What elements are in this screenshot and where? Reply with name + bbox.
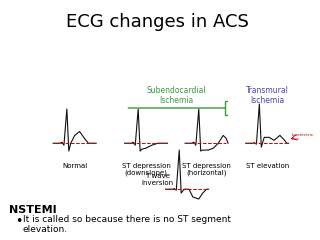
Text: It is called so because there is no ST segment
elevation.: It is called so because there is no ST s… [23,215,231,234]
Text: ST depression
(downslope): ST depression (downslope) [122,163,171,176]
Text: ST elevation: ST elevation [245,163,289,169]
Text: •: • [15,215,22,228]
Text: ST depression
(horizontal): ST depression (horizontal) [182,163,231,176]
Text: Transmural
Ischemia: Transmural Ischemia [246,86,289,105]
Text: Normal: Normal [62,163,87,169]
Text: Isoelectric
line: Isoelectric line [292,133,314,141]
Text: NSTEMI: NSTEMI [9,205,57,215]
Text: Subendocardial
Ischemia: Subendocardial Ischemia [147,86,207,105]
Text: T wave
Inversion: T wave Inversion [142,173,174,186]
Text: ECG changes in ACS: ECG changes in ACS [66,13,249,31]
